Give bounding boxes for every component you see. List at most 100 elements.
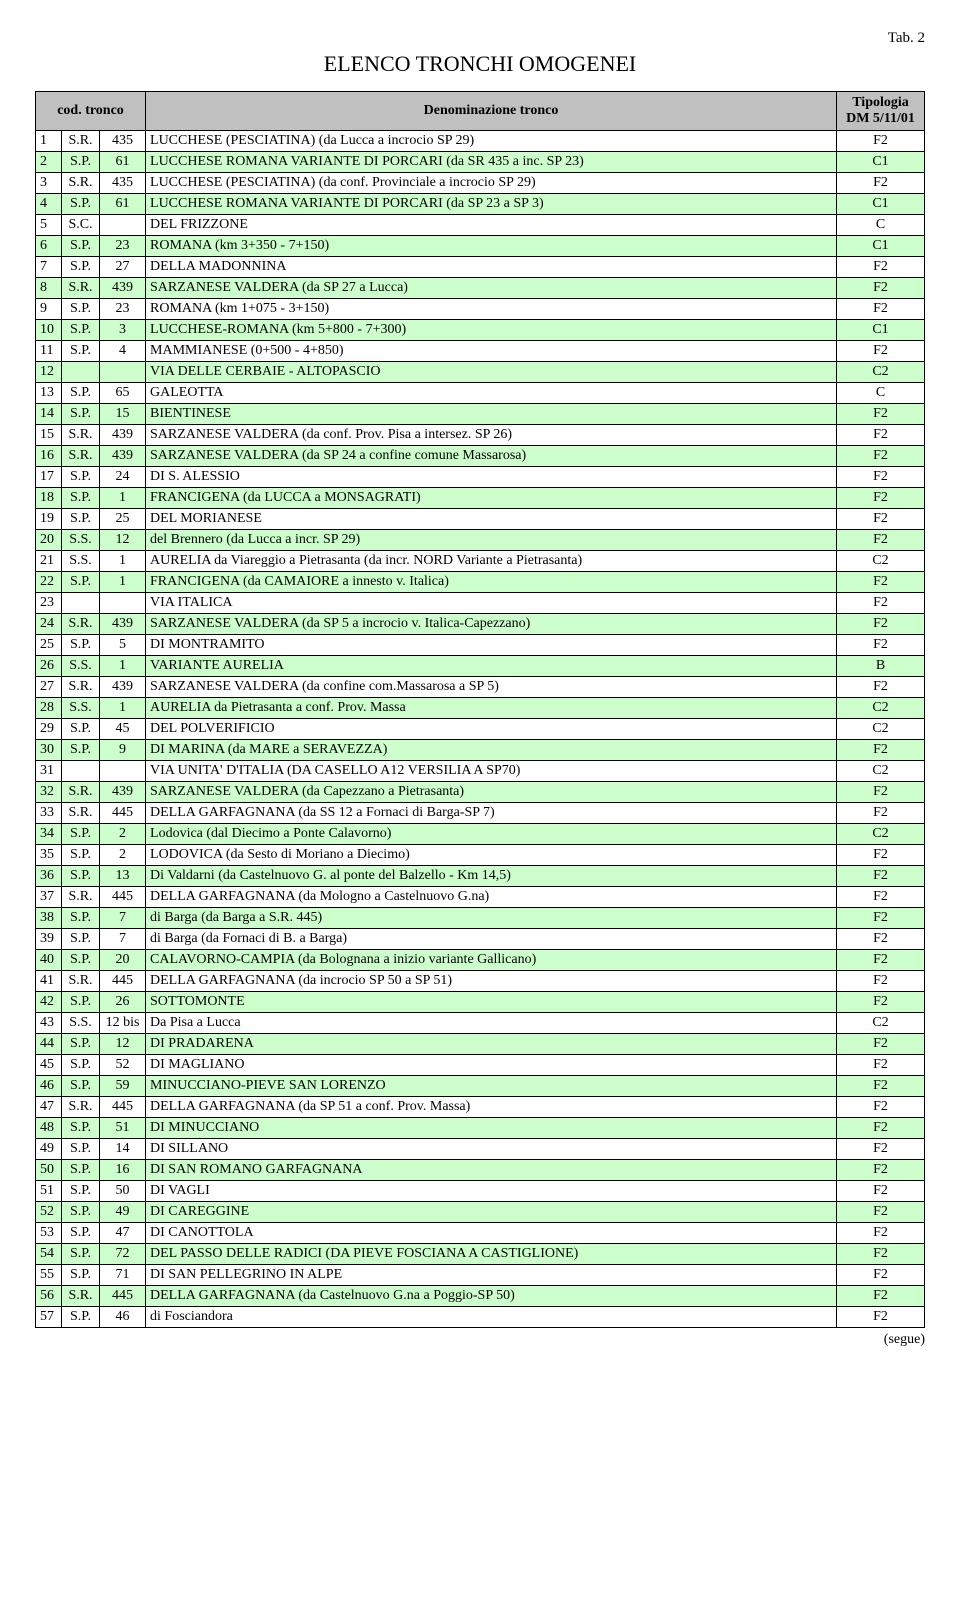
cell-prefix: S.P.	[62, 467, 100, 488]
cell-prefix: S.P.	[62, 1181, 100, 1202]
cell-code: 1	[100, 488, 146, 509]
cell-code: 439	[100, 446, 146, 467]
table-row: 1S.R.435LUCCHESE (PESCIATINA) (da Lucca …	[36, 131, 925, 152]
cell-num: 30	[36, 740, 62, 761]
cell-denom: VIA ITALICA	[146, 593, 837, 614]
table-row: 22S.P.1FRANCIGENA (da CAMAIORE a innesto…	[36, 572, 925, 593]
cell-tip: F2	[837, 173, 925, 194]
cell-num: 46	[36, 1076, 62, 1097]
cell-num: 24	[36, 614, 62, 635]
cell-num: 50	[36, 1160, 62, 1181]
cell-code: 23	[100, 236, 146, 257]
cell-prefix: S.R.	[62, 887, 100, 908]
cell-code: 27	[100, 257, 146, 278]
cell-code	[100, 362, 146, 383]
table-row: 16S.R.439SARZANESE VALDERA (da SP 24 a c…	[36, 446, 925, 467]
cell-num: 45	[36, 1055, 62, 1076]
cell-tip: F2	[837, 530, 925, 551]
cell-tip: F2	[837, 1055, 925, 1076]
cell-code: 46	[100, 1307, 146, 1328]
cell-num: 29	[36, 719, 62, 740]
cell-denom: DELLA GARFAGNANA (da incrocio SP 50 a SP…	[146, 971, 837, 992]
table-row: 48S.P.51DI MINUCCIANOF2	[36, 1118, 925, 1139]
cell-prefix	[62, 761, 100, 782]
cell-code: 5	[100, 635, 146, 656]
table-row: 10S.P.3LUCCHESE-ROMANA (km 5+800 - 7+300…	[36, 320, 925, 341]
cell-code: 12	[100, 530, 146, 551]
cell-code: 445	[100, 887, 146, 908]
cell-denom: DI CAREGGINE	[146, 1202, 837, 1223]
cell-code: 1	[100, 551, 146, 572]
cell-code: 72	[100, 1244, 146, 1265]
cell-prefix: S.S.	[62, 551, 100, 572]
cell-prefix	[62, 593, 100, 614]
cell-prefix: S.R.	[62, 782, 100, 803]
cell-tip: F2	[837, 971, 925, 992]
cell-code: 20	[100, 950, 146, 971]
cell-tip: C1	[837, 194, 925, 215]
cell-code: 61	[100, 194, 146, 215]
cell-prefix: S.P.	[62, 572, 100, 593]
cell-code: 435	[100, 173, 146, 194]
cell-num: 28	[36, 698, 62, 719]
cell-tip: F2	[837, 341, 925, 362]
cell-prefix: S.R.	[62, 803, 100, 824]
cell-num: 12	[36, 362, 62, 383]
table-row: 12VIA DELLE CERBAIE - ALTOPASCIOC2	[36, 362, 925, 383]
cell-tip: F2	[837, 446, 925, 467]
cell-denom: SARZANESE VALDERA (da SP 24 a confine co…	[146, 446, 837, 467]
table-row: 24S.R.439SARZANESE VALDERA (da SP 5 a in…	[36, 614, 925, 635]
table-row: 28S.S.1AURELIA da Pietrasanta a conf. Pr…	[36, 698, 925, 719]
cell-tip: F2	[837, 278, 925, 299]
cell-num: 52	[36, 1202, 62, 1223]
cell-num: 13	[36, 383, 62, 404]
cell-num: 44	[36, 1034, 62, 1055]
cell-denom: DI PRADARENA	[146, 1034, 837, 1055]
cell-tip: C2	[837, 761, 925, 782]
cell-tip: F2	[837, 1265, 925, 1286]
cell-num: 3	[36, 173, 62, 194]
table-row: 11S.P.4MAMMIANESE (0+500 - 4+850)F2	[36, 341, 925, 362]
cell-num: 10	[36, 320, 62, 341]
header-cod: cod. tronco	[36, 92, 146, 131]
cell-code: 3	[100, 320, 146, 341]
table-row: 51S.P.50DI VAGLIF2	[36, 1181, 925, 1202]
cell-tip: F2	[837, 131, 925, 152]
cell-denom: DEL PASSO DELLE RADICI (DA PIEVE FOSCIAN…	[146, 1244, 837, 1265]
table-row: 42S.P.26SOTTOMONTEF2	[36, 992, 925, 1013]
cell-denom: Di Valdarni (da Castelnuovo G. al ponte …	[146, 866, 837, 887]
cell-denom: MINUCCIANO-PIEVE SAN LORENZO	[146, 1076, 837, 1097]
cell-tip: F2	[837, 1139, 925, 1160]
cell-tip: F2	[837, 572, 925, 593]
table-row: 32S.R.439SARZANESE VALDERA (da Capezzano…	[36, 782, 925, 803]
cell-prefix: S.P.	[62, 320, 100, 341]
cell-num: 4	[36, 194, 62, 215]
cell-tip: F2	[837, 299, 925, 320]
cell-code: 13	[100, 866, 146, 887]
header-denom: Denominazione tronco	[146, 92, 837, 131]
cell-num: 18	[36, 488, 62, 509]
cell-prefix: S.P.	[62, 992, 100, 1013]
cell-denom: di Barga (da Fornaci di B. a Barga)	[146, 929, 837, 950]
cell-prefix	[62, 362, 100, 383]
cell-code: 61	[100, 152, 146, 173]
cell-tip: F2	[837, 1160, 925, 1181]
cell-num: 6	[36, 236, 62, 257]
cell-prefix: S.P.	[62, 341, 100, 362]
cell-prefix: S.R.	[62, 278, 100, 299]
tronchi-table: cod. tronco Denominazione tronco Tipolog…	[35, 91, 925, 1328]
cell-prefix: S.R.	[62, 131, 100, 152]
cell-tip: F2	[837, 614, 925, 635]
cell-tip: F2	[837, 677, 925, 698]
cell-tip: B	[837, 656, 925, 677]
cell-code: 439	[100, 425, 146, 446]
cell-denom: DELLA GARFAGNANA (da SP 51 a conf. Prov.…	[146, 1097, 837, 1118]
cell-num: 53	[36, 1223, 62, 1244]
cell-prefix: S.P.	[62, 1118, 100, 1139]
table-row: 36S.P.13Di Valdarni (da Castelnuovo G. a…	[36, 866, 925, 887]
table-row: 26S.S.1VARIANTE AURELIAB	[36, 656, 925, 677]
cell-tip: F2	[837, 593, 925, 614]
cell-denom: SOTTOMONTE	[146, 992, 837, 1013]
cell-code: 25	[100, 509, 146, 530]
cell-code: 439	[100, 782, 146, 803]
